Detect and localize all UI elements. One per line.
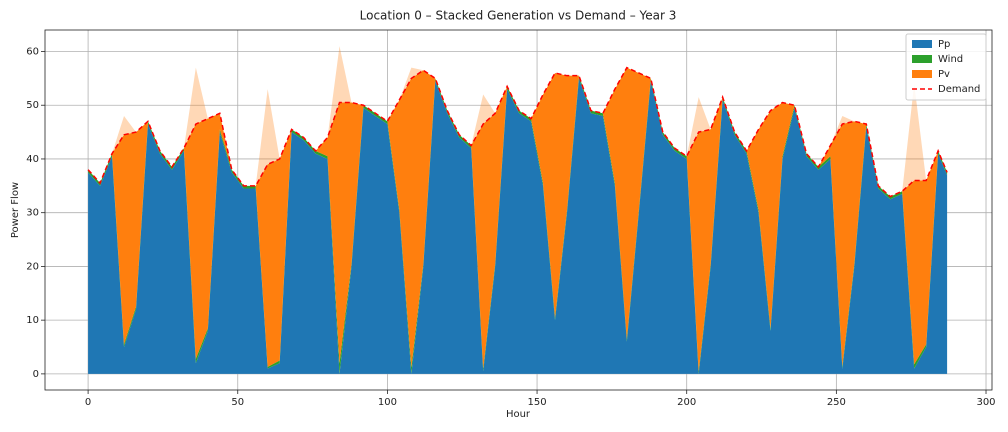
y-tick-label: 0 [33, 369, 39, 380]
y-tick-label: 60 [26, 46, 39, 57]
demand-line [87, 66, 948, 198]
area [88, 67, 948, 372]
plot-frame [44, 29, 993, 391]
x-tick-label: 150 [528, 397, 547, 408]
x-tick-label: 200 [677, 397, 696, 408]
y-tick-label: 30 [26, 208, 39, 219]
area [88, 78, 948, 374]
x-axis-label: Hour [506, 409, 531, 420]
y-tick-label: 20 [26, 261, 39, 272]
legend-label: Wind [938, 54, 963, 65]
y-tick-label: 40 [26, 154, 39, 165]
y-axis-label: Power Flow [10, 182, 21, 238]
legend-swatch [912, 55, 932, 63]
legend-swatch [912, 40, 932, 48]
legend-box [905, 33, 987, 101]
legend-label: Demand [938, 84, 980, 95]
legend-label: Pp [938, 39, 950, 50]
x-tick-label: 100 [378, 397, 397, 408]
legend-swatch [912, 70, 932, 78]
x-tick-label: 250 [827, 397, 846, 408]
chart-title: Location 0 – Stacked Generation vs Deman… [360, 9, 677, 23]
y-tick-label: 10 [26, 315, 39, 326]
x-tick-label: 50 [231, 397, 244, 408]
y-tick-label: 50 [26, 100, 39, 111]
x-tick-label: 300 [976, 397, 995, 408]
legend-label: Pv [938, 69, 950, 80]
x-tick-label: 0 [85, 397, 91, 408]
